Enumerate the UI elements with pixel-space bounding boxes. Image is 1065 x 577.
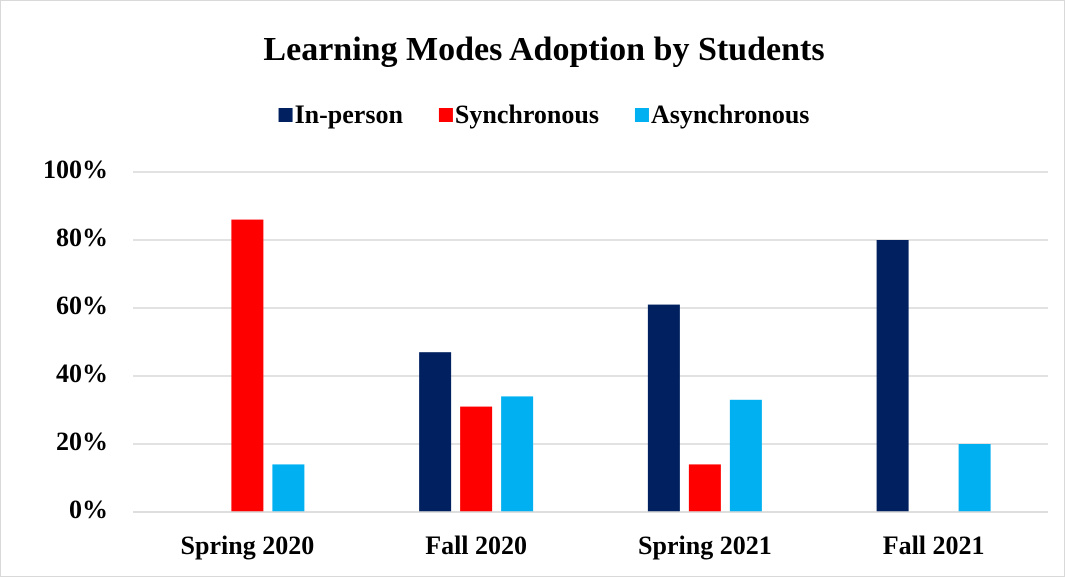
y-tick-label: 100% [43, 155, 108, 184]
legend-swatch [438, 108, 453, 122]
legend-swatch [278, 108, 293, 122]
bar [419, 352, 452, 512]
bar [688, 464, 721, 512]
bar [231, 219, 264, 512]
y-tick-label: 40% [56, 359, 108, 388]
legend-swatch [634, 108, 649, 122]
x-tick-label: Fall 2021 [883, 531, 985, 560]
legend-label: Synchronous [455, 100, 599, 129]
legend-label: In-person [295, 100, 404, 129]
y-tick-label: 20% [56, 427, 108, 456]
bar [958, 444, 991, 512]
bar [647, 304, 680, 512]
bar [460, 406, 493, 512]
bar [729, 399, 762, 512]
x-tick-label: Fall 2020 [425, 531, 527, 560]
y-tick-label: 0% [69, 495, 108, 524]
y-tick-label: 60% [56, 291, 108, 320]
chart-title: Learning Modes Adoption by Students [263, 31, 824, 68]
x-tick-label: Spring 2021 [638, 531, 772, 560]
bar [272, 464, 305, 512]
x-tick-label: Spring 2020 [181, 531, 315, 560]
bar [501, 396, 534, 512]
bar [876, 240, 909, 512]
y-tick-label: 80% [56, 223, 108, 252]
legend-label: Asynchronous [651, 100, 809, 129]
